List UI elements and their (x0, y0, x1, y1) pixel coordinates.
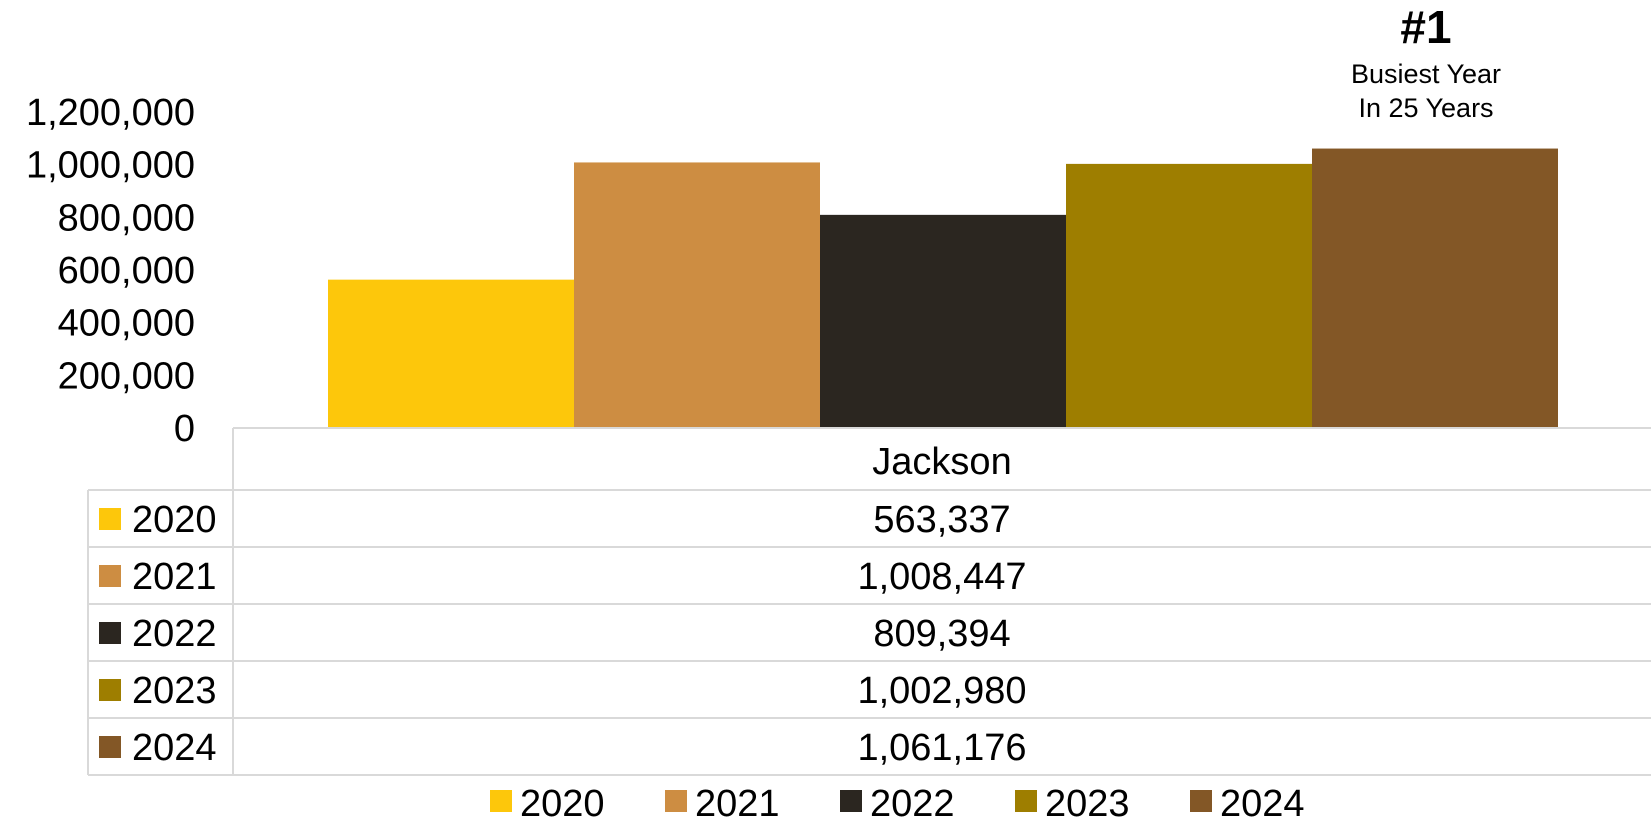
bar-2020 (328, 279, 574, 428)
table-swatch-2021 (99, 565, 121, 587)
y-tick-label: 0 (174, 408, 195, 450)
bar-2023 (1066, 163, 1312, 428)
legend-swatch-2023 (1015, 790, 1037, 812)
annotation-rank: #1 (1400, 1, 1451, 53)
legend: 2020 2021 2022 2023 2024 (490, 783, 1305, 825)
table-swatch-2023 (99, 679, 121, 701)
table-value-2024: 1,061,176 (857, 727, 1026, 769)
y-tick-label: 400,000 (58, 303, 195, 345)
y-tick-label: 800,000 (58, 197, 195, 239)
table-value-2020: 563,337 (873, 499, 1010, 541)
table-swatch-2022 (99, 622, 121, 644)
legend-swatch-2022 (840, 790, 862, 812)
table-row-label: 2023 (132, 670, 217, 712)
y-tick-label: 600,000 (58, 250, 195, 292)
legend-label-2021: 2021 (695, 783, 780, 825)
data-table: Jackson 2020 563,337 2021 1,008,447 2022 809,3… (87, 427, 1651, 776)
y-tick-label: 1,200,000 (26, 92, 195, 134)
y-axis: 0 200,000 400,000 600,000 800,000 1,000,000 1,… (26, 92, 195, 450)
table-row-label: 2020 (132, 499, 217, 541)
annotation-line-1: Busiest Year (1351, 59, 1501, 89)
legend-label-2020: 2020 (520, 783, 605, 825)
table-swatch-2024 (99, 736, 121, 758)
table-swatch-2020 (99, 508, 121, 530)
legend-swatch-2021 (665, 790, 687, 812)
bar-2024 (1312, 148, 1558, 428)
table-row-label: 2021 (132, 556, 217, 598)
legend-swatch-2020 (490, 790, 512, 812)
legend-label-2022: 2022 (870, 783, 955, 825)
table-value-2023: 1,002,980 (857, 670, 1026, 712)
table-value-2021: 1,008,447 (857, 556, 1026, 598)
y-tick-label: 200,000 (58, 355, 195, 397)
legend-label-2024: 2024 (1220, 783, 1305, 825)
table-row-label: 2022 (132, 613, 217, 655)
table-value-2022: 809,394 (873, 613, 1010, 655)
bar-2022 (820, 214, 1066, 428)
table-row-label: 2024 (132, 727, 217, 769)
annotation-line-2: In 25 Years (1358, 93, 1493, 123)
y-tick-label: 1,000,000 (26, 145, 195, 187)
legend-swatch-2024 (1190, 790, 1212, 812)
table-header-category: Jackson (872, 441, 1011, 483)
bars (328, 148, 1558, 428)
bar-2021 (574, 162, 820, 428)
legend-label-2023: 2023 (1045, 783, 1130, 825)
annotation: #1 Busiest Year In 25 Years (1351, 1, 1501, 123)
